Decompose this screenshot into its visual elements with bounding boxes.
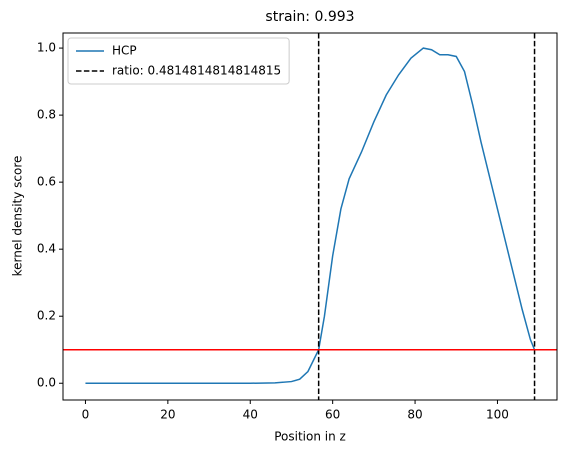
y-tick-label: 0.0 xyxy=(37,376,56,390)
legend-label: HCP xyxy=(112,44,137,58)
x-tick-label: 0 xyxy=(82,408,90,422)
y-tick-label: 0.6 xyxy=(37,175,56,189)
x-tick-label: 40 xyxy=(243,408,258,422)
legend-label: ratio: 0.4814814814814815 xyxy=(112,64,281,78)
y-tick-label: 1.0 xyxy=(37,41,56,55)
x-tick-label: 100 xyxy=(486,408,509,422)
y-tick-label: 0.2 xyxy=(37,309,56,323)
legend-box xyxy=(67,37,290,85)
chart-title: strain: 0.993 xyxy=(265,9,354,25)
y-tick-label: 0.8 xyxy=(37,108,56,122)
plot-frame xyxy=(62,32,558,401)
y-tick-label: 0.4 xyxy=(37,242,56,256)
x-tick-label: 80 xyxy=(407,408,422,422)
y-axis-label: kernel density score xyxy=(11,156,25,277)
data-line xyxy=(85,47,536,384)
x-tick-label: 60 xyxy=(325,408,340,422)
x-axis-label: Position in z xyxy=(274,430,346,444)
x-tick-label: 20 xyxy=(160,408,175,422)
